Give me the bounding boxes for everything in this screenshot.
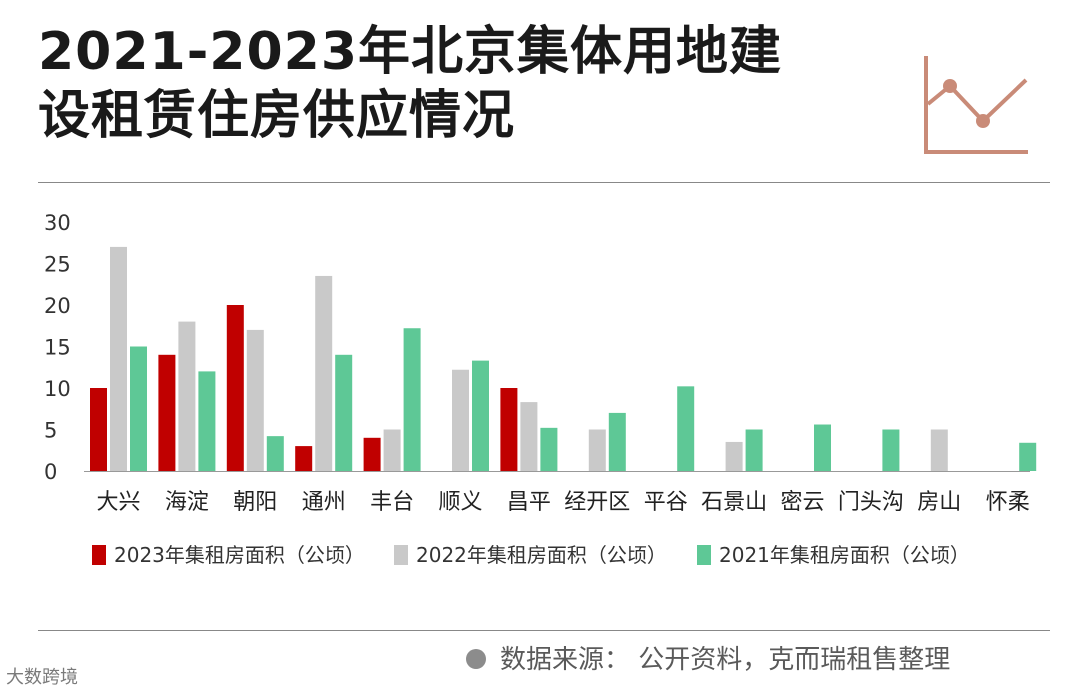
y-tick-label: 20 [44, 294, 71, 318]
bar-大兴-2021 [130, 346, 147, 471]
bar-丰台-2023 [363, 437, 381, 471]
x-tick-label: 朝阳 [233, 490, 277, 515]
bar-石景山-2021 [745, 429, 763, 471]
bar-海淀-2021 [198, 371, 216, 471]
title-line-2: 设租赁住房供应情况 [38, 86, 516, 146]
bar-昌平-2023 [500, 388, 518, 471]
legend-swatch [394, 545, 408, 565]
x-tick-label: 丰台 [370, 490, 414, 515]
bar-门头沟-2021 [882, 429, 900, 471]
x-tick-label: 平谷 [644, 490, 688, 515]
bar-海淀-2022 [178, 321, 196, 471]
watermark-logo: 大数跨境 [6, 667, 78, 688]
x-tick-label: 通州 [302, 490, 346, 515]
y-tick-label: 10 [44, 377, 71, 401]
bar-丰台-2022 [383, 429, 401, 471]
bar-丰台-2021 [403, 328, 421, 471]
legend-label: 2023年集租房面积（公顷） [114, 543, 365, 567]
bar-海淀-2023 [158, 354, 176, 471]
bar-经开区-2022 [588, 429, 606, 471]
bar-密云-2021 [814, 424, 831, 471]
bar-通州-2021 [335, 354, 353, 471]
legend-label: 2022年集租房面积（公顷） [416, 543, 667, 567]
bar-大兴-2023 [90, 388, 107, 471]
bar-chart: 0 5 10 15 20 25 30 大兴 海淀 朝阳 通州 丰台 顺义 昌平 经开区 平谷 石景山 密云 门头沟房… [44, 211, 1037, 567]
bar-昌平-2022 [520, 402, 538, 471]
bar-顺义-2021 [472, 360, 489, 471]
x-tick-label: 昌平 [507, 490, 551, 515]
x-tick-label: 门头沟 [838, 490, 904, 515]
bar-石景山-2022 [725, 441, 743, 471]
y-tick-label: 25 [44, 253, 71, 277]
bar-朝阳-2022 [246, 329, 264, 471]
x-tick-label: 大兴 [96, 490, 140, 515]
source-note: 数据来源： 公开资料，克而瑞租售整理 [466, 640, 1056, 680]
bar-昌平-2021 [540, 427, 558, 471]
top-divider [38, 182, 1050, 183]
x-tick-label: 海淀 [165, 490, 209, 515]
bar-平谷-2021 [677, 386, 695, 471]
page-title: 2021-2023年北京集体用地建 设租赁住房供应情况 [38, 20, 918, 148]
bar-房山-2022 [930, 429, 948, 471]
title-line-1: 2021-2023年北京集体用地建 [38, 22, 783, 82]
legend-swatch [697, 545, 711, 565]
x-tick-label: 石景山 [701, 490, 767, 515]
bar-朝阳-2021 [266, 436, 284, 471]
bottom-divider [38, 630, 1050, 631]
x-tick-label: 顺义 [438, 490, 482, 515]
y-tick-label: 30 [44, 211, 71, 235]
source-text: 数据来源： 公开资料，克而瑞租售整理 [500, 645, 951, 675]
legend-label: 2021年集租房面积（公顷） [719, 543, 970, 567]
bar-顺义-2022 [452, 369, 469, 471]
y-tick-label: 5 [44, 419, 57, 443]
line-chart-icon [924, 56, 1028, 154]
y-tick-label: 0 [44, 460, 57, 484]
bar-大兴-2022 [110, 246, 127, 471]
legend-swatch [92, 545, 106, 565]
x-tick-label: 密云 [780, 490, 824, 515]
y-tick-label: 15 [44, 336, 71, 360]
bullet-dot-icon [466, 648, 486, 669]
bar-通州-2023 [295, 446, 313, 471]
x-tick-label: 怀柔 [986, 490, 1030, 515]
bar-通州-2022 [315, 275, 333, 471]
bar-经开区-2021 [608, 412, 626, 471]
bar-怀柔-2021 [1019, 442, 1037, 471]
bar-朝阳-2023 [226, 305, 244, 471]
x-tick-label: 房山 [917, 490, 961, 515]
x-tick-label: 经开区 [564, 490, 630, 515]
